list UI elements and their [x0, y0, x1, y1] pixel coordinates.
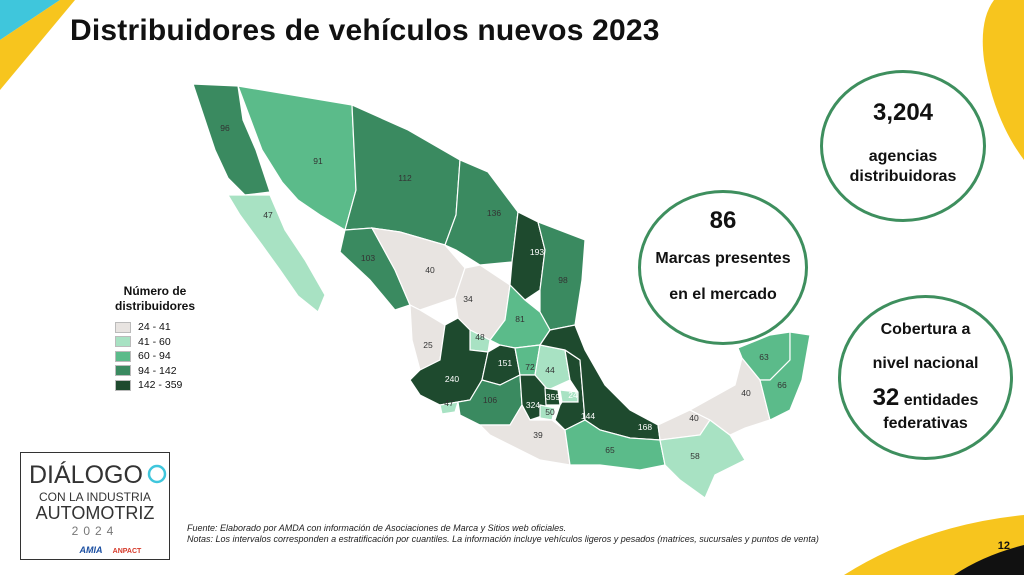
coverage-label-line1: Cobertura a — [880, 321, 971, 338]
coverage-value: 32 — [872, 384, 900, 411]
map-label-col: 47 — [444, 398, 454, 408]
logo-year: 2024 — [72, 524, 119, 538]
coverage-line3: 32 entidades — [841, 386, 1010, 411]
map-label-chis: 58 — [690, 451, 700, 461]
legend-title: Número de distribuidores — [115, 284, 196, 313]
coverage-label-line3: entidades — [903, 392, 979, 409]
map-label-mich: 106 — [483, 395, 497, 405]
legend-swatch — [115, 365, 131, 377]
map-label-gro: 39 — [533, 430, 543, 440]
source-text: Fuente: Elaborado por AMDA con informaci… — [187, 523, 567, 533]
map-label-camp: 40 — [741, 388, 751, 398]
map-label-cdmx: 359 — [546, 392, 560, 402]
map-label-slp: 81 — [515, 314, 525, 324]
map-label-jal: 240 — [445, 374, 459, 384]
map-label-mor: 50 — [545, 407, 555, 417]
legend-item: 94 - 142 — [115, 364, 195, 379]
map-label-sin: 103 — [361, 253, 375, 263]
brands-value: 86 — [709, 207, 737, 234]
corner-decoration-top-right — [982, 0, 1024, 160]
corner-decoration-bottom-right — [844, 515, 1024, 575]
map-label-bc: 96 — [220, 123, 230, 133]
logo-line3: AUTOMOTRIZ — [36, 503, 155, 523]
page-number: 12 — [997, 540, 1010, 552]
map-label-bcs: 47 — [263, 210, 273, 220]
map-label-nl: 193 — [530, 247, 544, 257]
map-label-coah: 136 — [487, 208, 501, 218]
page-title: Distribuidores de vehículos nuevos 2023 — [70, 14, 660, 47]
legend-item: 24 - 41 — [115, 320, 195, 335]
logo-sponsor-amia: AMIA — [79, 545, 103, 555]
map-legend: Número de distribuidores 24 - 41 41 - 60… — [115, 284, 195, 393]
map-label-tlax: 24 — [568, 390, 578, 400]
coverage-stat-circle: Cobertura a nivel nacional 32 entidades … — [838, 295, 1013, 460]
agencies-value: 3,204 — [872, 99, 934, 126]
source-notes: Fuente: Elaborado por AMDA con informaci… — [187, 523, 819, 545]
map-label-oax: 65 — [605, 445, 615, 455]
map-label-qro: 72 — [525, 362, 535, 372]
brands-label-line1: Marcas presentes — [655, 250, 791, 267]
agencies-label-line1: agencias — [868, 148, 938, 165]
logo-sponsor-anpact: ANPACT — [113, 548, 142, 555]
map-label-son: 91 — [313, 156, 323, 166]
agencies-stat-circle: 3,204 agencias distribuidoras — [820, 70, 986, 222]
logo-line1: DIÁLOGO — [29, 460, 143, 489]
legend-swatch — [115, 321, 131, 333]
state-colima — [439, 401, 459, 415]
map-label-pue: 144 — [581, 411, 595, 421]
agencies-label-line2: distribuidoras — [849, 168, 957, 185]
map-label-yuc: 63 — [759, 352, 769, 362]
state-quintana-roo — [759, 331, 811, 421]
logo-line2: CON LA INDUSTRIA — [39, 490, 151, 504]
legend-swatch — [115, 379, 131, 391]
state-baja-california — [192, 83, 271, 196]
map-label-dgo: 40 — [425, 265, 435, 275]
map-label-edomex: 324 — [526, 400, 540, 410]
map-label-tamps: 98 — [558, 275, 568, 285]
map-label-nay: 25 — [423, 340, 433, 350]
map-label-zac: 34 — [463, 294, 473, 304]
state-chiapas — [659, 419, 746, 499]
logo-graphic: DIÁLOGO CON LA INDUSTRIA AUTOMOTRIZ 2024… — [29, 460, 167, 555]
map-label-chih: 112 — [398, 173, 412, 183]
legend-swatch — [115, 350, 131, 362]
map-label-ags: 48 — [475, 332, 485, 342]
notes-text: Notas: Los intervalos corresponden a est… — [187, 534, 819, 544]
state-baja-california-sur — [226, 194, 326, 313]
coverage-label-line4: federativas — [883, 415, 968, 432]
speech-bubble-icon — [147, 464, 167, 484]
coverage-label-line2: nivel nacional — [872, 355, 979, 372]
legend-swatch — [115, 336, 131, 348]
map-label-tab: 40 — [689, 413, 699, 423]
legend-item: 142 - 359 — [115, 378, 195, 393]
map-label-ver: 168 — [638, 422, 652, 432]
legend-item: 41 - 60 — [115, 335, 195, 350]
map-label-qroo: 66 — [777, 380, 787, 390]
map-label-gto: 151 — [498, 358, 512, 368]
corner-decoration-top-left — [0, 0, 75, 90]
brands-stat-circle: 86 Marcas presentes en el mercado — [638, 190, 808, 345]
legend-item: 60 - 94 — [115, 349, 195, 364]
brands-label-line2: en el mercado — [669, 286, 777, 303]
map-label-hgo: 44 — [545, 365, 555, 375]
legend-items: 24 - 41 41 - 60 60 - 94 94 - 142 142 - 3… — [115, 320, 195, 393]
dialogo-logo: DIÁLOGO CON LA INDUSTRIA AUTOMOTRIZ 2024… — [20, 452, 170, 560]
